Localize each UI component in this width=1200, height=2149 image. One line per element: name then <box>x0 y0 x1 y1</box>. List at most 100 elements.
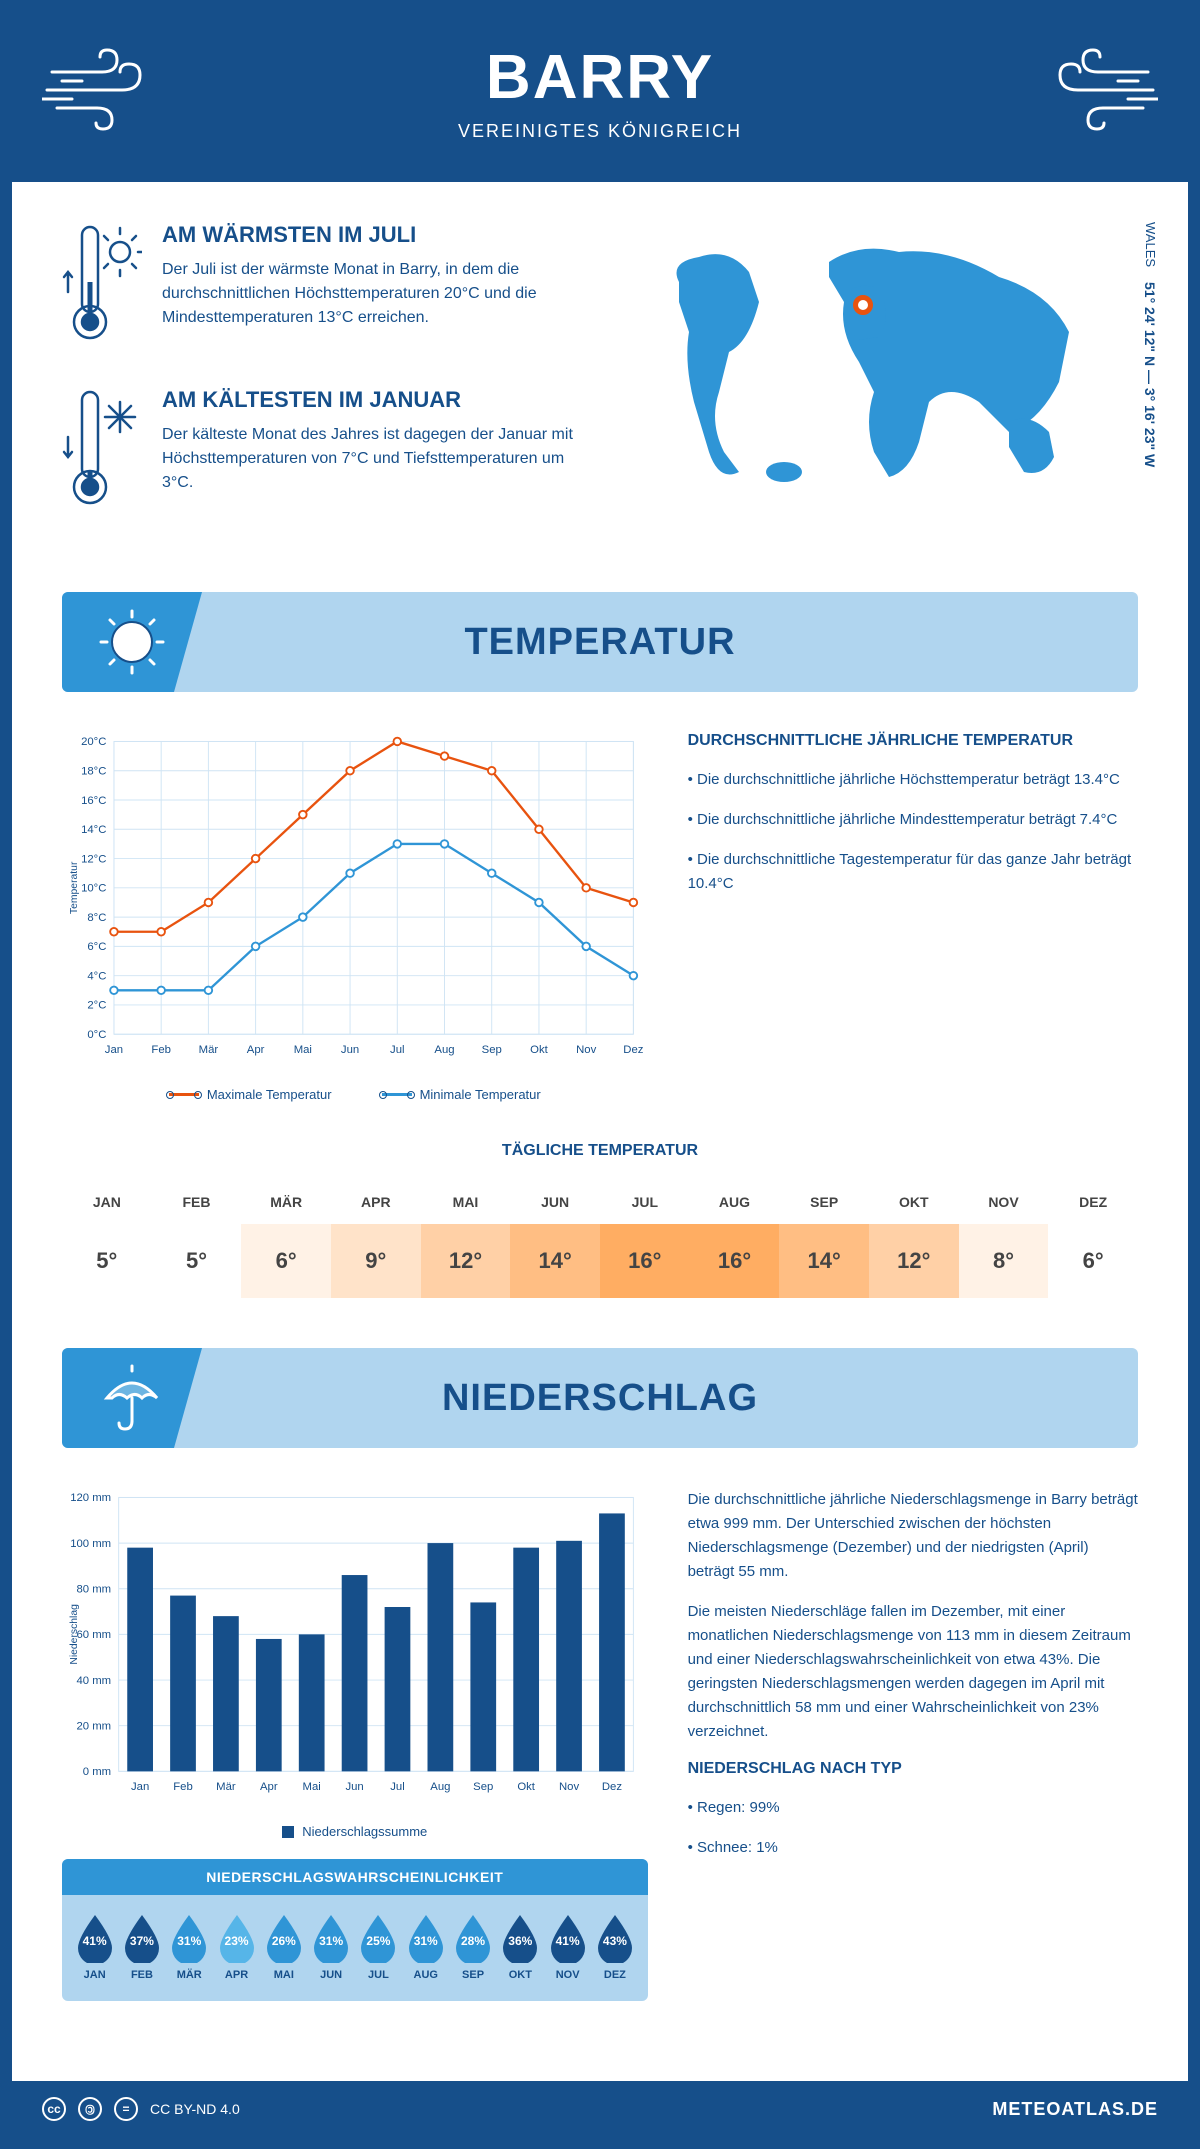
svg-text:Mär: Mär <box>199 1044 219 1056</box>
temp-cell: MAI 12° <box>421 1180 511 1298</box>
raindrop-icon: 41% <box>74 1913 116 1963</box>
month-label: OKT <box>869 1180 959 1224</box>
precip-text: Die meisten Niederschläge fallen im Deze… <box>688 1600 1138 1744</box>
section-header-precipitation: NIEDERSCHLAG <box>62 1348 1138 1448</box>
temp-cell: JUL 16° <box>600 1180 690 1298</box>
month-label: OKT <box>498 1969 543 1981</box>
summary-bullet: • Die durchschnittliche jährliche Mindes… <box>688 808 1138 832</box>
page-subtitle: VEREINIGTES KÖNIGREICH <box>32 121 1168 142</box>
license-text: CC BY-ND 4.0 <box>150 2101 240 2117</box>
raindrop-icon: 31% <box>168 1913 210 1963</box>
temperature-chart: 0°C2°C4°C6°C8°C10°C12°C14°C16°C18°C20°CJ… <box>62 732 648 1072</box>
summary-bullet: • Die durchschnittliche jährliche Höchst… <box>688 768 1138 792</box>
probability-cell: 43% DEZ <box>592 1913 637 1981</box>
svg-text:Mai: Mai <box>294 1044 312 1056</box>
svg-text:Niederschlag: Niederschlag <box>69 1604 80 1665</box>
raindrop-icon: 41% <box>547 1913 589 1963</box>
probability-value: 26% <box>272 1934 296 1948</box>
raindrop-icon: 25% <box>357 1913 399 1963</box>
temp-value: 8° <box>959 1224 1049 1298</box>
probability-value: 36% <box>508 1934 532 1948</box>
temp-value: 12° <box>869 1224 959 1298</box>
svg-text:Jan: Jan <box>131 1781 149 1793</box>
svg-text:Sep: Sep <box>482 1044 502 1056</box>
thermometer-snow-icon <box>62 387 142 522</box>
svg-text:Dez: Dez <box>623 1044 643 1056</box>
temp-cell: JUN 14° <box>510 1180 600 1298</box>
month-label: JAN <box>62 1180 152 1224</box>
svg-text:Nov: Nov <box>559 1781 579 1793</box>
chart-legend: Maximale Temperatur Minimale Temperatur <box>62 1087 648 1102</box>
temp-value: 14° <box>510 1224 600 1298</box>
precip-text: Die durchschnittliche jährliche Niedersc… <box>688 1488 1138 1584</box>
precipitation-probability-panel: NIEDERSCHLAGSWAHRSCHEINLICHKEIT 41% JAN … <box>62 1859 648 2001</box>
legend-label: Maximale Temperatur <box>207 1087 332 1102</box>
month-label: FEB <box>152 1180 242 1224</box>
svg-text:0 mm: 0 mm <box>83 1766 111 1778</box>
umbrella-icon <box>97 1363 167 1433</box>
probability-value: 37% <box>130 1934 154 1948</box>
svg-text:Feb: Feb <box>151 1044 171 1056</box>
probability-value: 23% <box>225 1934 249 1948</box>
summary-bullet: • Die durchschnittliche Tagestemperatur … <box>688 848 1138 896</box>
temp-value: 16° <box>600 1224 690 1298</box>
month-label: MÄR <box>241 1180 331 1224</box>
chart-legend: Niederschlagssumme <box>62 1824 648 1839</box>
summary-heading: DURCHSCHNITTLICHE JÄHRLICHE TEMPERATUR <box>688 732 1138 750</box>
temp-value: 6° <box>1048 1224 1138 1298</box>
svg-text:20°C: 20°C <box>81 736 106 748</box>
raindrop-icon: 36% <box>499 1913 541 1963</box>
svg-text:12°C: 12°C <box>81 853 106 865</box>
prob-heading: NIEDERSCHLAGSWAHRSCHEINLICHKEIT <box>62 1859 648 1895</box>
month-label: FEB <box>119 1969 164 1981</box>
raindrop-icon: 31% <box>405 1913 447 1963</box>
region-label: WALES <box>1143 222 1158 267</box>
raindrop-icon: 37% <box>121 1913 163 1963</box>
svg-text:0°C: 0°C <box>87 1029 106 1041</box>
svg-text:Aug: Aug <box>430 1781 450 1793</box>
location-marker <box>853 295 873 315</box>
svg-text:100 mm: 100 mm <box>70 1538 111 1550</box>
precipitation-chart: 0 mm20 mm40 mm60 mm80 mm100 mm120 mmNied… <box>62 1488 648 1809</box>
month-label: JUL <box>600 1180 690 1224</box>
svg-text:Jul: Jul <box>390 1781 404 1793</box>
temp-value: 12° <box>421 1224 511 1298</box>
sun-icon <box>97 607 167 677</box>
month-label: JUN <box>308 1969 353 1981</box>
probability-cell: 37% FEB <box>119 1913 164 1981</box>
temp-cell: SEP 14° <box>779 1180 869 1298</box>
month-label: MAI <box>261 1969 306 1981</box>
svg-text:18°C: 18°C <box>81 766 106 778</box>
raindrop-icon: 28% <box>452 1913 494 1963</box>
svg-text:16°C: 16°C <box>81 795 106 807</box>
wind-icon <box>42 42 162 132</box>
svg-text:Dez: Dez <box>602 1781 622 1793</box>
temp-cell: JAN 5° <box>62 1180 152 1298</box>
temp-value: 9° <box>331 1224 421 1298</box>
wind-icon <box>1038 42 1158 132</box>
temp-value: 14° <box>779 1224 869 1298</box>
month-label: MAI <box>421 1180 511 1224</box>
section-title: NIEDERSCHLAG <box>202 1377 1138 1420</box>
probability-value: 28% <box>461 1934 485 1948</box>
probability-cell: 31% JUN <box>308 1913 353 1981</box>
precip-type-bullet: • Regen: 99% <box>688 1796 1138 1820</box>
svg-text:Apr: Apr <box>247 1044 265 1056</box>
svg-text:60 mm: 60 mm <box>76 1629 111 1641</box>
temp-value: 16° <box>690 1224 780 1298</box>
svg-text:2°C: 2°C <box>87 1000 106 1012</box>
temp-cell: MÄR 6° <box>241 1180 331 1298</box>
svg-text:20 mm: 20 mm <box>76 1720 111 1732</box>
svg-text:Okt: Okt <box>517 1781 535 1793</box>
temp-cell: APR 9° <box>331 1180 421 1298</box>
month-label: DEZ <box>592 1969 637 1981</box>
temp-value: 6° <box>241 1224 331 1298</box>
month-label: JUN <box>510 1180 600 1224</box>
svg-text:14°C: 14°C <box>81 824 106 836</box>
month-label: DEZ <box>1048 1180 1138 1224</box>
svg-text:Jun: Jun <box>345 1781 363 1793</box>
coldest-heading: AM KÄLTESTEN IM JANUAR <box>162 387 580 413</box>
month-label: AUG <box>403 1969 448 1981</box>
temp-cell: NOV 8° <box>959 1180 1049 1298</box>
site-name: METEOATLAS.DE <box>992 2099 1158 2120</box>
